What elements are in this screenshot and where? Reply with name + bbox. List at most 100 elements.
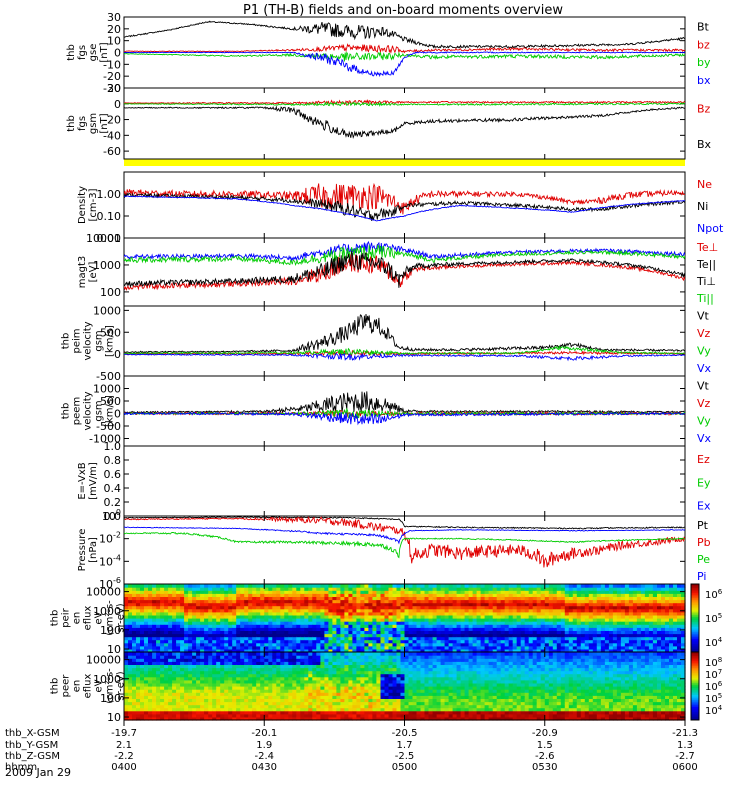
spectrogram-cell [440,602,446,607]
spectrogram-cell [200,648,205,653]
spectrogram-cell [184,658,189,662]
spectrogram-cell [320,630,325,635]
spectrogram-cell [152,593,157,597]
spectrogram-cell [156,621,161,625]
spectrogram-cell [620,611,626,616]
spectrogram-cell [244,614,249,619]
y-axis-label: magt3 [eV] [77,256,99,289]
spectrogram-cell [628,618,634,622]
spectrogram-cell [448,618,454,622]
spectrogram-cell [669,648,674,653]
y-axis-label: thb fgs gse [nT] [66,42,110,62]
spectrogram-cell [440,648,446,653]
spectrogram-cell [576,593,582,597]
spectrogram-cell [200,658,205,662]
spectrogram-cell [540,596,546,601]
spectrogram-cell [528,636,534,641]
spectrogram-cell [424,587,430,591]
spectrogram-cell [244,648,249,653]
spectrogram-cell [388,670,394,675]
spectrogram-cell [388,686,394,690]
spectrogram-cell [276,661,281,665]
spectrogram-cell [184,590,189,594]
spectrogram-cell [372,618,377,622]
spectrogram-cell [172,716,177,721]
spectrogram-cell [276,676,281,681]
spectrogram-cell [556,614,562,619]
spectrogram-cell [484,596,490,601]
spectrogram-cell [628,584,634,588]
spectrogram-cell [240,695,245,699]
spectrogram-cell [288,599,293,604]
spectrogram-cell [276,692,281,696]
colorbar-segment [691,612,699,616]
spectrogram-cell [152,664,157,669]
spectrogram-cell [220,661,225,665]
spectrogram-cell [216,704,221,709]
spectrogram-cell [308,704,313,709]
spectrogram-cell [248,695,253,699]
spectrogram-cell [344,692,349,696]
spectrogram-cell [376,689,381,693]
spectrogram-cell [256,621,261,625]
spectrogram-cell [216,661,221,665]
spectrogram-cell [208,652,213,656]
spectrogram-cell [580,627,586,631]
spectrogram-cell [388,590,394,594]
spectrogram-cell [148,642,153,647]
spectrogram-cell [232,633,237,638]
spectrogram-cell [336,599,341,604]
spectrogram-cell [136,707,141,712]
y-axis-label-line: thb [50,610,61,627]
spectrogram-cell [396,642,402,647]
spectrogram-cell [636,621,642,625]
spectrogram-cell [164,642,169,647]
spectrogram-cell [652,611,658,616]
spectrogram-cell [592,584,598,588]
spectrogram-cell [408,611,414,616]
spectrogram-cell [176,664,181,669]
spectrogram-cell [188,710,193,715]
spectrogram-cell [332,639,337,644]
spectrogram-cell [444,639,450,644]
spectrogram-cell [520,645,526,650]
spectrogram-cell [380,621,386,625]
spectrogram-cell [673,599,678,604]
spectrogram-cell [472,648,478,653]
spectrogram-cell [580,611,586,616]
spectrogram-cell [144,661,149,665]
spectrogram-cell [232,658,237,662]
spectrogram-cell [156,627,161,631]
spectrogram-cell [372,605,377,610]
spectrogram-cell [132,614,137,619]
spectrogram-cell [188,648,193,653]
spectrogram-cell [524,593,530,597]
spectrogram-cell [456,590,462,594]
legend-entry: Vt [697,310,710,323]
spectrogram-cell [352,689,357,693]
spectrogram-cell [180,599,185,604]
spectrogram-cell [156,670,161,675]
spectrogram-cell [288,661,293,665]
spectrogram-cell [244,698,249,703]
spectrogram-cell [448,633,454,638]
spectrogram-cell [284,676,289,681]
spectrogram-cell [296,593,301,597]
spectrogram-cell [476,630,482,635]
spectrogram-cell [636,639,642,644]
spectrogram-cell [540,593,546,597]
spectrogram-cell [560,599,566,604]
spectrogram-cell [468,645,474,650]
spectrogram-cell [196,676,201,681]
spectrogram-cell [352,627,357,631]
spectrogram-cell [320,618,325,622]
spectrogram-cell [164,614,169,619]
spectrogram-cell [584,648,590,653]
spectrogram-cell [328,679,333,684]
spectrogram-cell [632,614,638,619]
spectrogram-cell [372,673,377,678]
spectrogram-cell [204,661,209,665]
spectrogram-cell [628,636,634,641]
spectrogram-cell [552,627,558,631]
spectrogram-cell [372,621,377,625]
